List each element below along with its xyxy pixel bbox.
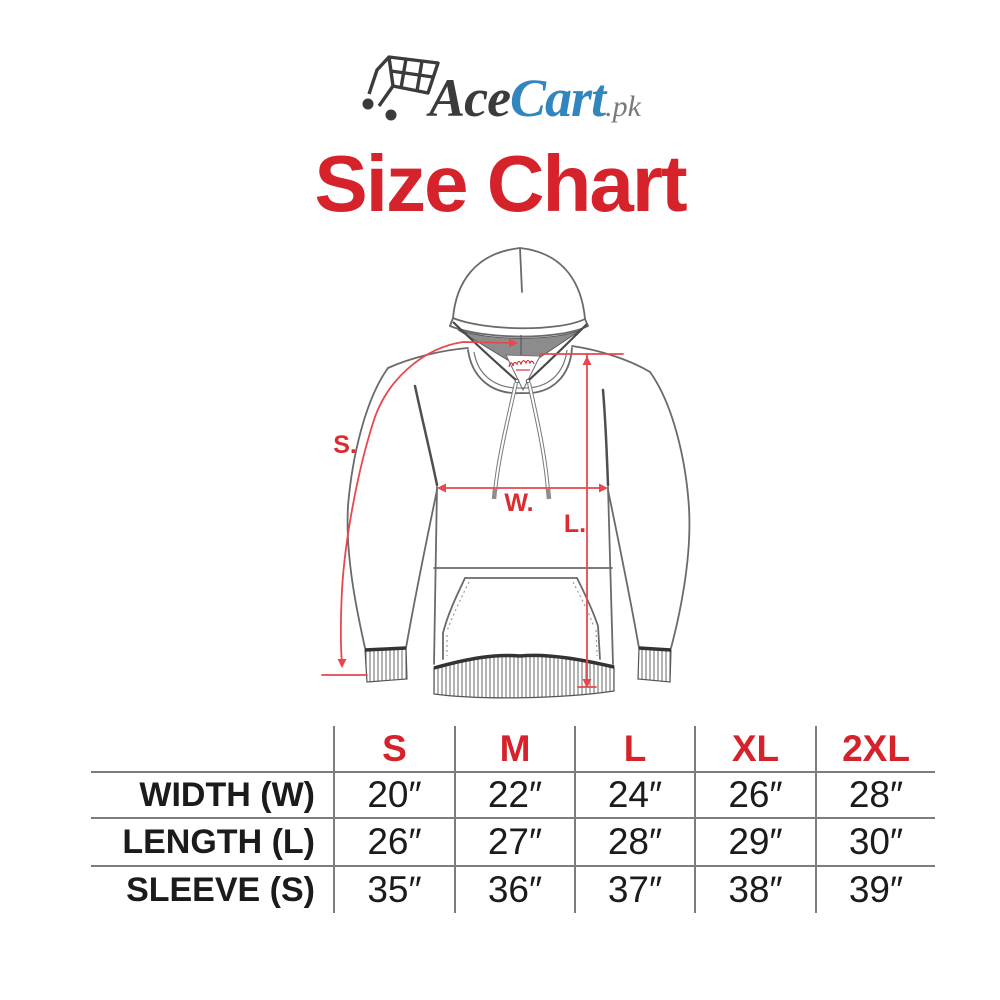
brand-domain-suffix: .pk <box>605 90 641 123</box>
sleeve-value-m: 36″ <box>454 866 575 913</box>
length-value-xl: 29″ <box>694 818 816 867</box>
length-measure-line: L. <box>539 353 624 688</box>
width-value-l: 24″ <box>574 772 695 819</box>
hoodie-illustration: S. W. L. <box>321 247 691 699</box>
brand-logo: Ace Cart .pk <box>0 40 1000 126</box>
width-value-2xl: 28″ <box>815 772 935 819</box>
length-value-l: 28″ <box>574 818 695 867</box>
table-corner-cell <box>91 726 334 773</box>
sleeve-measure-label: S. <box>333 431 357 459</box>
width-value-xl: 26″ <box>694 772 816 819</box>
sleeve-value-2xl: 39″ <box>815 866 935 913</box>
width-measure-label: W. <box>504 489 533 517</box>
width-value-m: 22″ <box>454 772 575 819</box>
length-value-2xl: 30″ <box>815 818 935 867</box>
drawstrings <box>491 382 552 500</box>
table-row-length: LENGTH (L) 26″ 27″ 28″ 29″ 30″ <box>91 818 935 867</box>
row-label-sleeve: SLEEVE (S) <box>126 870 315 909</box>
shopping-cart-icon <box>362 55 440 121</box>
kangaroo-pocket <box>433 567 613 660</box>
size-column-header-2xl: 2XL <box>815 726 935 773</box>
size-column-header-m: M <box>454 726 575 773</box>
size-table-header-row: S M L XL 2XL <box>91 726 935 773</box>
sleeve-measure-line: S. <box>321 338 518 676</box>
brand-name-primary: Ace <box>429 68 511 128</box>
row-label-width: WIDTH (W) <box>91 772 334 819</box>
body-outline <box>346 345 691 665</box>
ribbed-cuffs-and-hem <box>364 646 672 699</box>
size-column-header-xl: XL <box>694 726 816 773</box>
hood-outline <box>449 247 589 338</box>
brand-name-secondary: Cart <box>510 68 606 128</box>
width-value-s: 20″ <box>333 772 455 819</box>
length-measure-label: L. <box>564 510 586 538</box>
size-column-header-s: S <box>333 726 455 773</box>
sleeve-value-xl: 38″ <box>694 866 816 913</box>
length-value-s: 26″ <box>333 818 455 867</box>
width-measure-line: W. <box>437 483 608 517</box>
length-value-m: 27″ <box>454 818 575 867</box>
neck-brand-tag-icon <box>508 359 535 371</box>
size-table: S M L XL 2XL WIDTH (W) 20″ 22″ 24″ 26″ 2… <box>91 726 935 913</box>
sleeve-value-s: 35″ <box>333 866 455 913</box>
table-row-width: WIDTH (W) 20″ 22″ 24″ 26″ 28″ <box>91 772 935 819</box>
page-title: Size Chart <box>314 139 687 228</box>
collar-outline <box>452 321 588 394</box>
table-row-sleeve: SLEEVE (S) 35″ 36″ 37″ 38″ 39″ <box>91 866 935 913</box>
sleeve-value-l: 37″ <box>574 866 695 913</box>
size-column-header-l: L <box>574 726 695 773</box>
row-label-length: LENGTH (L) <box>91 818 334 867</box>
